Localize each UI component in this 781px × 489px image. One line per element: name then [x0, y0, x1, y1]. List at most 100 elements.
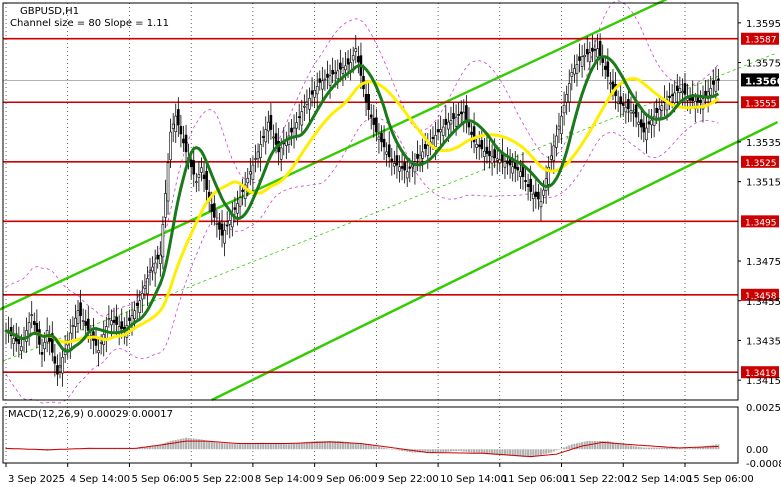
- macd-bar-131: [341, 441, 344, 450]
- candle-body-65: [171, 123, 175, 129]
- macd-bar-140: [365, 444, 368, 450]
- candle-body-226: [585, 48, 589, 55]
- macd-bar-231: [599, 441, 602, 450]
- macd-bar-143: [372, 445, 375, 450]
- macd-bar-97: [254, 443, 257, 450]
- candle-body-186: [483, 150, 486, 158]
- macd-bar-217: [563, 447, 566, 450]
- candle-body-163: [423, 144, 427, 149]
- x-tick-label-1: 4 Sep 14:00: [70, 474, 130, 485]
- candle-body-78: [205, 171, 208, 190]
- macd-bar-100: [262, 442, 265, 450]
- candle-body-54: [143, 285, 147, 289]
- macd-bar-251: [650, 447, 653, 450]
- candle-body-86: [225, 224, 229, 227]
- candle-body-243: [629, 110, 633, 114]
- macd-bar-209: [542, 449, 545, 455]
- candle-body-101: [264, 129, 268, 143]
- candle-body-68: [179, 126, 183, 135]
- candle-body-43: [115, 316, 118, 325]
- current-price-tag: [741, 73, 779, 87]
- candle-body-90: [236, 203, 239, 214]
- macd-bar-74: [195, 438, 198, 450]
- trend-channel: [0, 0, 779, 402]
- y-tick-label-2: 1.3535: [746, 138, 781, 149]
- level-label-2: 1.3525: [745, 159, 777, 169]
- candle-body-238: [616, 101, 620, 105]
- candle-body-57: [151, 266, 154, 272]
- macd-bar-199: [516, 449, 519, 457]
- macd-bar-73: [192, 438, 195, 450]
- macd-bar-110: [287, 444, 290, 450]
- candle-body-32: [87, 318, 90, 331]
- macd-panel: MACD(12,26,9) 0.00029 0.00017 0.00258 0.0…: [5, 403, 781, 470]
- candle-body-84: [220, 223, 224, 236]
- macd-bar-200: [519, 449, 522, 457]
- macd-bar-273: [707, 445, 710, 450]
- candle-body-240: [621, 102, 625, 106]
- candle-body-9: [27, 322, 31, 335]
- candle-body-187: [485, 146, 489, 154]
- candle-body-169: [439, 129, 442, 133]
- macd-bar-115: [300, 442, 303, 450]
- candle-body-66: [174, 115, 178, 133]
- macd-bar-245: [635, 446, 638, 450]
- macd-bar-194: [503, 449, 506, 456]
- candle-body-63: [166, 162, 170, 202]
- candle-body-144: [375, 117, 378, 133]
- macd-bar-103: [269, 443, 272, 450]
- macd-bar-123: [321, 441, 324, 450]
- candle-body-181: [470, 131, 473, 135]
- candle-body-145: [377, 136, 381, 141]
- level-label-1: 1.3555: [745, 99, 777, 109]
- candle-body-242: [627, 99, 630, 110]
- candle-body-125: [326, 73, 329, 78]
- candle-body-67: [177, 109, 180, 126]
- candle-body-20: [56, 365, 59, 375]
- macd-bar-130: [339, 441, 342, 450]
- candle-body-97: [254, 158, 257, 160]
- candle-body-216: [560, 115, 563, 134]
- macd-bar-269: [696, 447, 699, 450]
- macd-bar-183: [475, 449, 478, 454]
- macd-bar-246: [637, 446, 640, 450]
- macd-bar-192: [498, 449, 501, 456]
- x-tick-label-4: 8 Sep 14:00: [255, 474, 315, 485]
- candle-body-94: [246, 178, 250, 184]
- candle-body-129: [336, 70, 340, 80]
- macd-bar-184: [478, 449, 481, 454]
- macd-bar-132: [344, 441, 347, 450]
- moving-averages: [5, 55, 720, 353]
- macd-bar-229: [593, 441, 596, 450]
- candle-body-274: [709, 88, 713, 96]
- macd-bar-58: [154, 445, 157, 450]
- macd-bar-233: [604, 441, 607, 450]
- y-tick-label-6: 1.3435: [746, 336, 781, 347]
- macd-bar-268: [694, 447, 697, 450]
- plot-frame: [2, 2, 739, 401]
- candle-body-252: [652, 115, 656, 126]
- y-tick-label-4: 1.3475: [746, 257, 781, 268]
- candle-body-56: [148, 270, 152, 273]
- macd-bar-215: [557, 449, 560, 450]
- candle-body-247: [639, 119, 643, 128]
- price-axis[interactable]: 1.35951.35751.35351.35151.34751.34551.34…: [738, 19, 781, 387]
- macd-bar-139: [362, 444, 365, 450]
- candle-body-127: [331, 69, 334, 75]
- macd-bar-266: [689, 448, 692, 450]
- macd-bar-222: [575, 443, 578, 450]
- candle-body-85: [223, 229, 226, 244]
- candle-body-19: [53, 356, 57, 364]
- band-lower: [5, 117, 719, 404]
- x-tick-label-10: 12 Sep 14:00: [625, 474, 692, 485]
- candle-body-149: [387, 144, 391, 158]
- candle-body-245: [634, 104, 638, 118]
- macd-bar-241: [624, 444, 627, 450]
- x-tick-label-3: 5 Sep 22:00: [193, 474, 253, 485]
- macd-bar-259: [671, 447, 674, 450]
- macd-bar-64: [169, 441, 172, 450]
- candle-body-264: [683, 83, 687, 95]
- candle-body-161: [418, 154, 422, 163]
- macd-bar-57: [151, 446, 154, 450]
- time-axis[interactable]: 3 Sep 2025 4 Sep 14:00 5 Sep 06:00 5 Sep 22…: [5, 463, 754, 485]
